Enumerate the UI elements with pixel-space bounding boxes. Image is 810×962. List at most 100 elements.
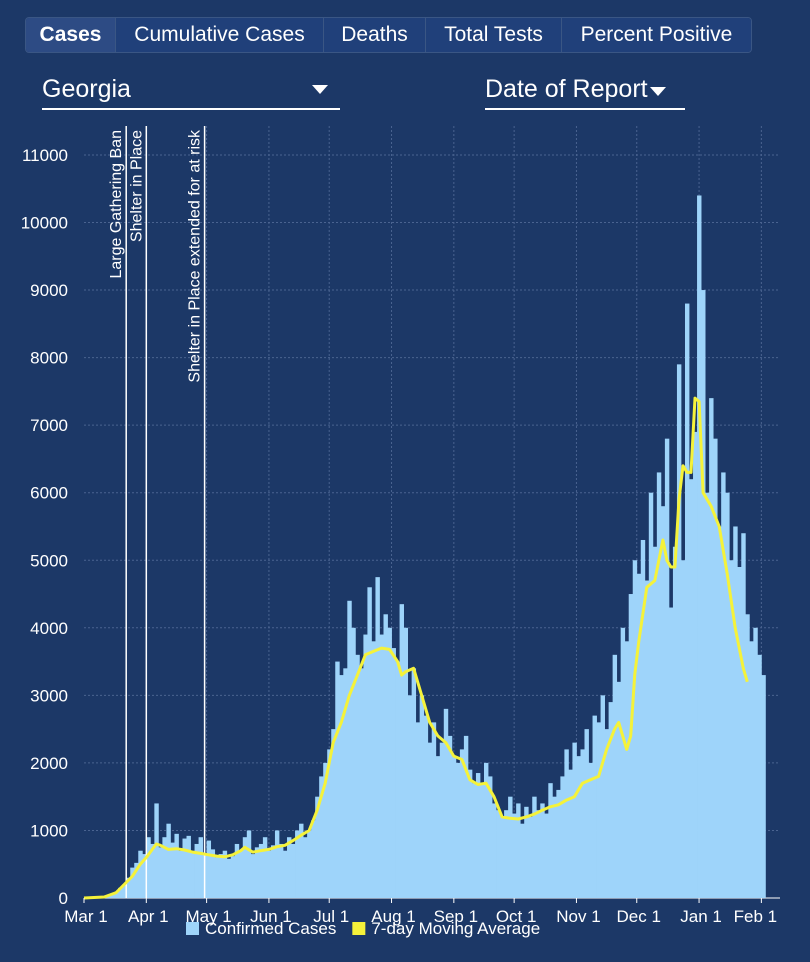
case-bar [190, 850, 195, 898]
case-bar [693, 431, 698, 898]
tab-deaths[interactable]: Deaths [324, 18, 426, 52]
case-bar [367, 587, 372, 898]
case-bar [504, 810, 509, 898]
case-bar [262, 837, 268, 898]
tab-percent-positive[interactable]: Percent Positive [562, 18, 751, 52]
case-bar [134, 862, 139, 898]
case-bar [524, 806, 529, 898]
case-bar [274, 830, 280, 898]
y-tick-label: 6000 [30, 484, 68, 503]
x-tick-label: Jul 1 [313, 907, 349, 926]
state-dropdown[interactable]: Georgia [42, 70, 340, 110]
case-bar [407, 695, 413, 898]
x-tick-label: May 1 [185, 907, 231, 926]
case-bar [222, 850, 228, 898]
date-type-dropdown-value: Date of Report [485, 74, 648, 103]
case-bar [660, 506, 666, 898]
case-bar [359, 668, 364, 898]
case-bar [664, 438, 670, 898]
case-bar [612, 654, 618, 898]
x-tick-label: Mar 1 [64, 907, 107, 926]
x-tick-label: Nov 1 [556, 907, 600, 926]
case-bar [564, 749, 569, 898]
case-bar [150, 843, 155, 898]
case-bar [632, 560, 638, 898]
case-bar [154, 803, 159, 898]
legend-label: Confirmed Cases [205, 919, 336, 938]
case-bar [238, 850, 244, 898]
case-bar [548, 783, 553, 898]
case-bar [652, 546, 658, 898]
case-bar [737, 567, 742, 898]
tab-cumulative-cases[interactable]: Cumulative Cases [116, 18, 324, 52]
case-bar [126, 877, 131, 898]
case-bar [323, 762, 328, 898]
case-bar [399, 604, 404, 898]
y-tick-label: 9000 [30, 281, 68, 300]
case-bar [757, 654, 762, 898]
case-bar [395, 661, 400, 898]
x-tick-label: Jun 1 [250, 907, 292, 926]
case-bar [371, 641, 376, 898]
case-bar [214, 857, 220, 898]
x-tick-label: Oct 1 [496, 907, 537, 926]
case-bar [146, 837, 151, 898]
case-bar [431, 722, 437, 898]
case-bar [226, 858, 232, 898]
case-bar [198, 837, 203, 898]
date-type-dropdown[interactable]: Date of Report [485, 70, 685, 110]
case-bar [343, 668, 348, 898]
case-bar [118, 887, 123, 898]
case-bar [467, 769, 473, 898]
case-bar [596, 722, 601, 898]
y-tick-label: 1000 [30, 821, 68, 840]
tab-cases[interactable]: Cases [26, 18, 116, 52]
case-bar [516, 803, 521, 898]
y-tick-label: 8000 [30, 349, 68, 368]
case-bar [295, 830, 300, 898]
case-bar [528, 816, 533, 898]
x-tick-label: Dec 1 [617, 907, 661, 926]
x-tick-label: Jan 1 [680, 907, 722, 926]
case-bar [339, 675, 344, 898]
case-bar [347, 600, 352, 898]
case-bar [218, 854, 224, 898]
case-bar [363, 634, 368, 898]
tab-total-tests[interactable]: Total Tests [426, 18, 562, 52]
legend-swatch [186, 922, 199, 935]
case-bar [250, 854, 256, 898]
y-tick-label: 0 [59, 889, 68, 908]
case-bar [210, 849, 216, 898]
case-bar [142, 854, 147, 898]
case-bar [576, 756, 581, 898]
case-bar [383, 614, 388, 898]
case-bar [158, 847, 163, 898]
case-bar [532, 796, 537, 898]
case-bar [162, 837, 167, 898]
case-bar [536, 810, 541, 898]
case-bar [672, 546, 678, 898]
case-bar [254, 847, 260, 898]
case-bar [475, 773, 481, 898]
case-bar [375, 577, 380, 898]
case-bar [680, 560, 686, 898]
case-bar [379, 634, 384, 898]
case-bar [761, 675, 766, 898]
case-bar [520, 823, 525, 898]
annotation-lines: Large Gathering Ban Shelter in Place Shelt… [108, 126, 206, 898]
case-bar [246, 830, 252, 898]
case-bar [488, 776, 493, 898]
case-bar [186, 835, 191, 898]
case-bar [556, 789, 561, 898]
case-bar [624, 641, 630, 898]
case-bar [194, 843, 199, 898]
case-bar [282, 850, 288, 898]
case-bar [287, 837, 292, 898]
case-bar [508, 796, 513, 898]
case-bar [459, 749, 465, 898]
case-bar [616, 681, 622, 898]
y-tick-label: 10000 [21, 214, 68, 233]
case-bar [391, 648, 396, 898]
case-bar [560, 776, 565, 898]
state-dropdown-value: Georgia [42, 74, 131, 103]
